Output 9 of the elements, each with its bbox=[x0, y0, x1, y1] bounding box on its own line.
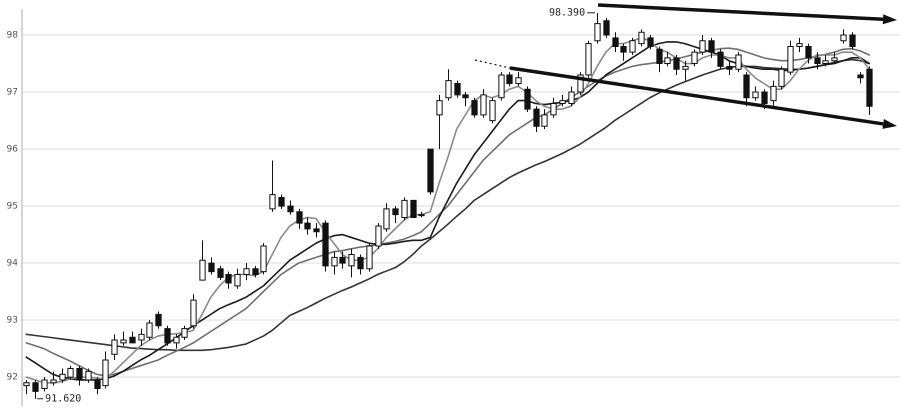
annotation: 91.620 bbox=[45, 393, 82, 404]
y-tick-label: 92 bbox=[6, 372, 18, 382]
y-tick-label: 95 bbox=[6, 201, 18, 212]
y-tick-label: 93 bbox=[6, 315, 18, 326]
y-tick-label: 94 bbox=[6, 258, 18, 268]
y-tick-label: 96 bbox=[6, 144, 18, 154]
y-tick-label: 98 bbox=[6, 30, 18, 40]
annotation: 98.390 bbox=[548, 7, 586, 18]
y-tick-label: 97 bbox=[6, 87, 18, 98]
